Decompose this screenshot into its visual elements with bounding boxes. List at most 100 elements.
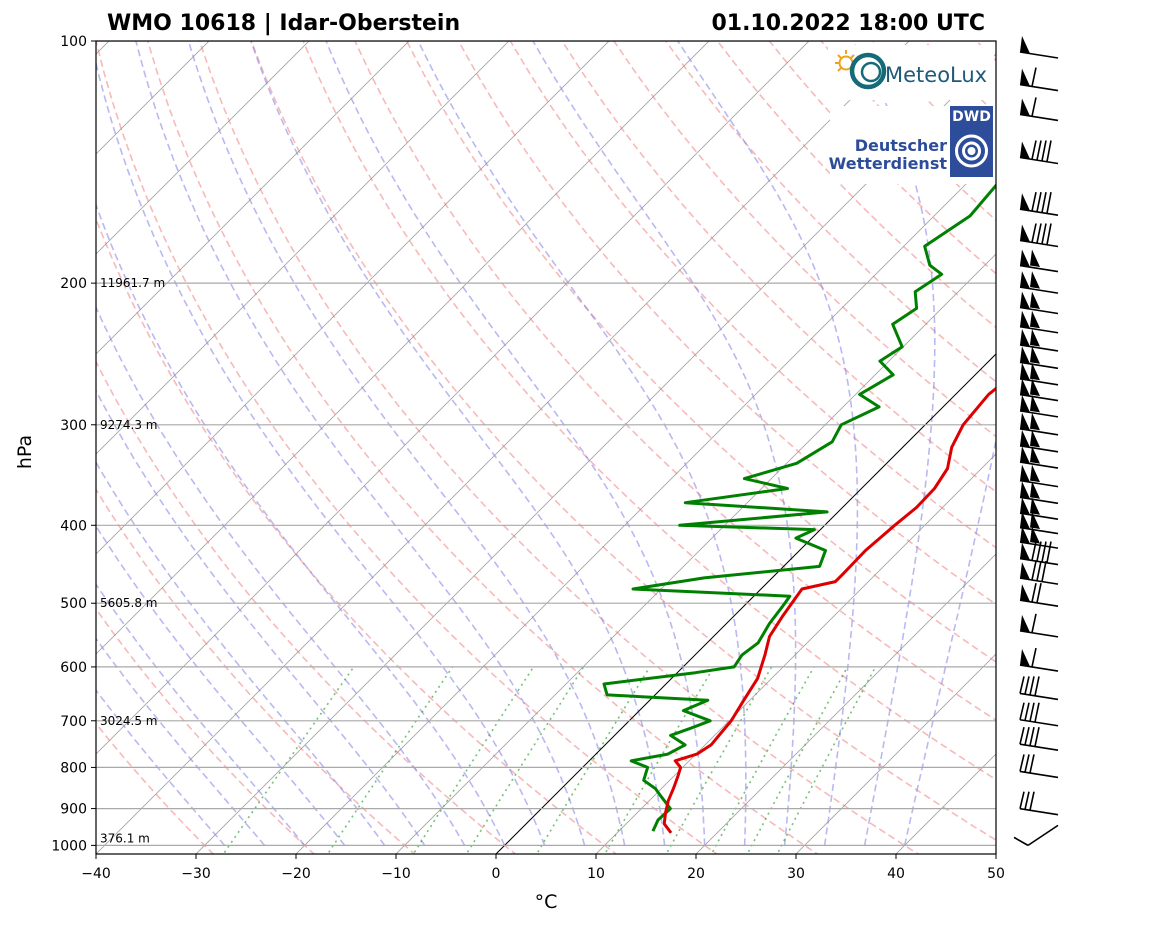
dwd-logo: DWD Deutscher Wetterdienst xyxy=(829,106,996,184)
isotherm-line xyxy=(795,653,996,854)
x-tick-label: −20 xyxy=(281,866,311,882)
dry-adiabat-line xyxy=(146,41,819,854)
isotherm-line xyxy=(995,853,996,854)
dry-adiabat-line xyxy=(96,41,719,854)
x-tick-label: −30 xyxy=(181,866,211,882)
wind-barb xyxy=(1019,583,1059,607)
x-axis: −40 −30 −20 −10 0 10 20 30 40 50 xyxy=(81,854,1005,882)
mixing-ratio-line xyxy=(710,666,815,854)
height-label: 5605.8 m xyxy=(100,596,158,610)
wind-barb xyxy=(1019,192,1059,216)
dry-adiabat-line xyxy=(250,41,996,842)
moist-adiabat-line xyxy=(96,202,506,846)
dry-adiabat-line xyxy=(302,41,996,781)
height-labels: 11961.7 m 9274.3 m 5605.8 m 3024.5 m 376.1 m xyxy=(100,276,165,845)
wind-barb xyxy=(1013,824,1059,847)
wind-barb xyxy=(1019,511,1059,535)
x-tick-label: −10 xyxy=(381,866,411,882)
dwd-logo-tag: DWD xyxy=(952,109,991,125)
moist-adiabat-line xyxy=(677,41,859,846)
height-label: 376.1 m xyxy=(100,831,150,845)
dry-adiabat-line xyxy=(1028,41,1160,862)
y-tick-label: 200 xyxy=(60,276,87,292)
wind-barb xyxy=(1019,446,1059,469)
dry-adiabat-line xyxy=(96,722,215,854)
isotherm-line xyxy=(96,41,410,355)
y-axis-label: hPa xyxy=(14,435,36,469)
wind-barb xyxy=(1019,67,1059,92)
wind-barb xyxy=(1019,702,1059,727)
dwd-spiral-icon xyxy=(955,134,988,168)
zero-isotherm-line xyxy=(495,353,996,854)
x-tick-label: 10 xyxy=(587,866,605,882)
wind-barb xyxy=(1019,346,1059,370)
isotherm-line xyxy=(96,41,910,854)
dry-adiabat-line xyxy=(96,487,416,854)
meteolux-logo-text: MeteoLux xyxy=(885,63,987,87)
reference-lines xyxy=(0,41,1160,862)
wind-barb xyxy=(1019,249,1059,273)
wind-barb xyxy=(1019,791,1059,816)
moist-adiabat-line xyxy=(96,59,546,846)
dry-adiabat-line xyxy=(509,41,996,549)
y-axis: 100 200 300 400 500 600 700 800 900 1000 xyxy=(51,34,96,854)
mixing-ratio-line xyxy=(465,666,585,854)
mixing-ratio-line xyxy=(746,666,849,854)
moist-adiabat-line xyxy=(903,436,996,846)
x-tick-label: 0 xyxy=(492,866,501,882)
dry-adiabat-line xyxy=(665,41,996,383)
wind-barb xyxy=(1019,647,1059,672)
wind-barb xyxy=(1019,378,1059,402)
y-tick-label: 400 xyxy=(60,518,87,534)
dwd-logo-line1: Deutscher xyxy=(855,136,947,155)
y-tick-label: 600 xyxy=(60,660,87,676)
dry-adiabat-line xyxy=(975,41,996,62)
wind-barb xyxy=(1019,560,1059,585)
wind-barbs xyxy=(1013,36,1059,847)
y-tick-label: 700 xyxy=(60,714,87,730)
x-tick-label: 20 xyxy=(687,866,705,882)
wind-barb xyxy=(1019,394,1059,418)
mixing-ratio-line xyxy=(535,666,651,854)
wind-barb xyxy=(1019,412,1059,436)
wind-barb xyxy=(1019,464,1059,488)
mixing-ratio-line xyxy=(326,666,454,854)
moist-adiabat-line xyxy=(187,41,626,846)
moist-adiabat-line xyxy=(417,41,747,846)
wind-barb xyxy=(1019,613,1059,638)
temperature-profile-line xyxy=(662,386,996,834)
isotherm-line xyxy=(96,41,810,755)
wind-barb xyxy=(1019,429,1059,453)
title-datetime: 01.10.2022 18:00 UTC xyxy=(711,11,985,36)
moist-adiabat-line xyxy=(96,582,306,846)
x-tick-label: 40 xyxy=(887,866,905,882)
dry-adiabat-line xyxy=(613,41,996,438)
dry-adiabat-line xyxy=(96,216,618,854)
isotherm-line xyxy=(695,553,996,854)
wind-barb xyxy=(1019,526,1059,549)
y-tick-label: 1000 xyxy=(51,838,87,854)
isotherm-line xyxy=(395,253,996,854)
isotherm-line xyxy=(96,41,510,455)
wind-barb xyxy=(1019,541,1059,566)
wind-barb xyxy=(1019,223,1059,248)
isotherm-line xyxy=(0,41,9,854)
y-tick-label: 300 xyxy=(60,418,87,434)
wind-barb xyxy=(1019,291,1059,315)
moist-adiabat-line xyxy=(532,41,797,846)
height-label: 9274.3 m xyxy=(100,418,158,432)
y-tick-label: 900 xyxy=(60,802,87,818)
isotherm-line xyxy=(96,41,710,655)
wind-barb xyxy=(1019,97,1059,122)
wind-barb xyxy=(1019,754,1059,779)
isotherm-line xyxy=(96,41,310,255)
moist-adiabat-line xyxy=(852,41,936,846)
meteolux-swirl-icon xyxy=(849,52,887,90)
moist-adiabat-line xyxy=(96,305,466,846)
dry-adiabat-line xyxy=(561,41,996,493)
mixing-ratio-line xyxy=(665,666,773,854)
mixing-ratio-line xyxy=(222,666,355,854)
wind-barb xyxy=(1019,140,1059,165)
wind-barb xyxy=(1019,36,1059,59)
